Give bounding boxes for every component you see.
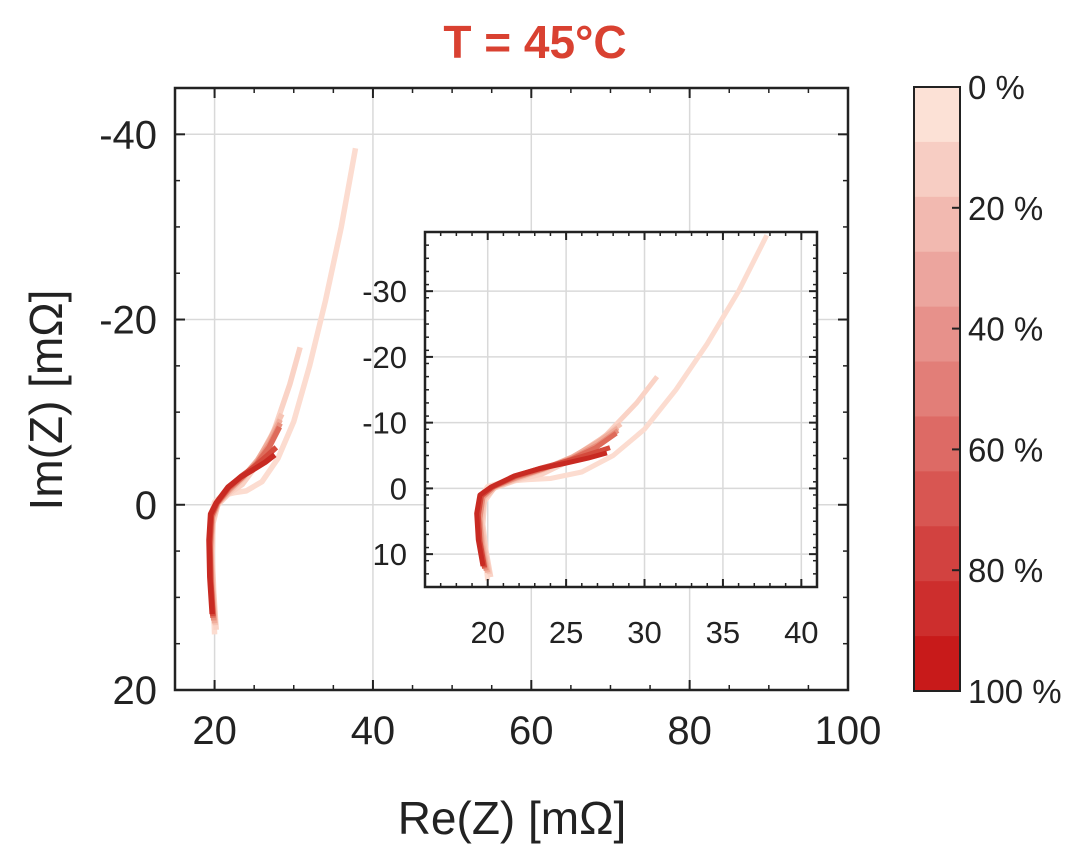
y-tick-label: -20 (99, 299, 157, 343)
x-axis-label: Re(Z) [mΩ] (398, 792, 627, 844)
colorbar-label: 40 % (968, 311, 1043, 348)
x-tick-label: 35 (706, 615, 740, 650)
y-tick-label: 0 (135, 484, 157, 528)
y-axis-label: Im(Z) [mΩ] (20, 290, 72, 511)
x-tick-label: 100 (815, 709, 882, 753)
series-line-1 (207, 147, 359, 635)
x-tick-label: 20 (470, 615, 504, 650)
colorbar-label: 100 % (968, 673, 1062, 710)
colorbar-step (914, 141, 960, 198)
colorbar-label: 20 % (968, 190, 1043, 227)
y-tick-label: 0 (390, 471, 407, 506)
colorbar-step (914, 636, 960, 692)
inset-plot-frame (423, 230, 819, 589)
x-tick-label: 40 (351, 709, 396, 753)
x-tick-label: 60 (509, 709, 554, 753)
x-tick-label: 25 (549, 615, 583, 650)
main-plot-frame (173, 86, 850, 692)
x-tick-label: 40 (784, 615, 818, 650)
main-series-group (206, 147, 359, 635)
colorbar-step (914, 416, 960, 472)
inset-ticks: 20 25 30 35 40 -30 -20 -10 0 10 (362, 232, 819, 650)
series-line-8 (474, 450, 608, 567)
colorbar: 0 % 20 % 40 % 60 % 80 % 100 % (913, 69, 1062, 710)
colorbar-step (914, 196, 960, 253)
y-tick-label: 10 (373, 537, 407, 572)
colorbar-step (914, 251, 960, 308)
colorbar-step (914, 526, 960, 582)
colorbar-step (914, 581, 960, 637)
colorbar-label: 80 % (968, 552, 1043, 589)
colorbar-step (914, 361, 960, 418)
y-tick-label: -10 (362, 406, 407, 441)
colorbar-step (914, 87, 960, 143)
colorbar-step (914, 306, 960, 363)
series-line-8 (206, 452, 277, 615)
y-tick-label: 20 (113, 669, 158, 713)
inset-series-group (474, 234, 770, 581)
colorbar-label: 0 % (968, 69, 1025, 106)
x-tick-label: 30 (627, 615, 661, 650)
y-tick-label: -30 (362, 274, 407, 309)
colorbar-frame (913, 86, 961, 692)
y-tick-label: -20 (362, 340, 407, 375)
colorbar-step (914, 471, 960, 527)
x-tick-label: 80 (667, 709, 712, 753)
inset-grid (425, 232, 817, 587)
chart-title: T = 45°C (443, 16, 626, 68)
y-tick-label: -40 (99, 113, 157, 157)
x-tick-label: 20 (192, 709, 237, 753)
colorbar-label: 60 % (968, 431, 1043, 468)
